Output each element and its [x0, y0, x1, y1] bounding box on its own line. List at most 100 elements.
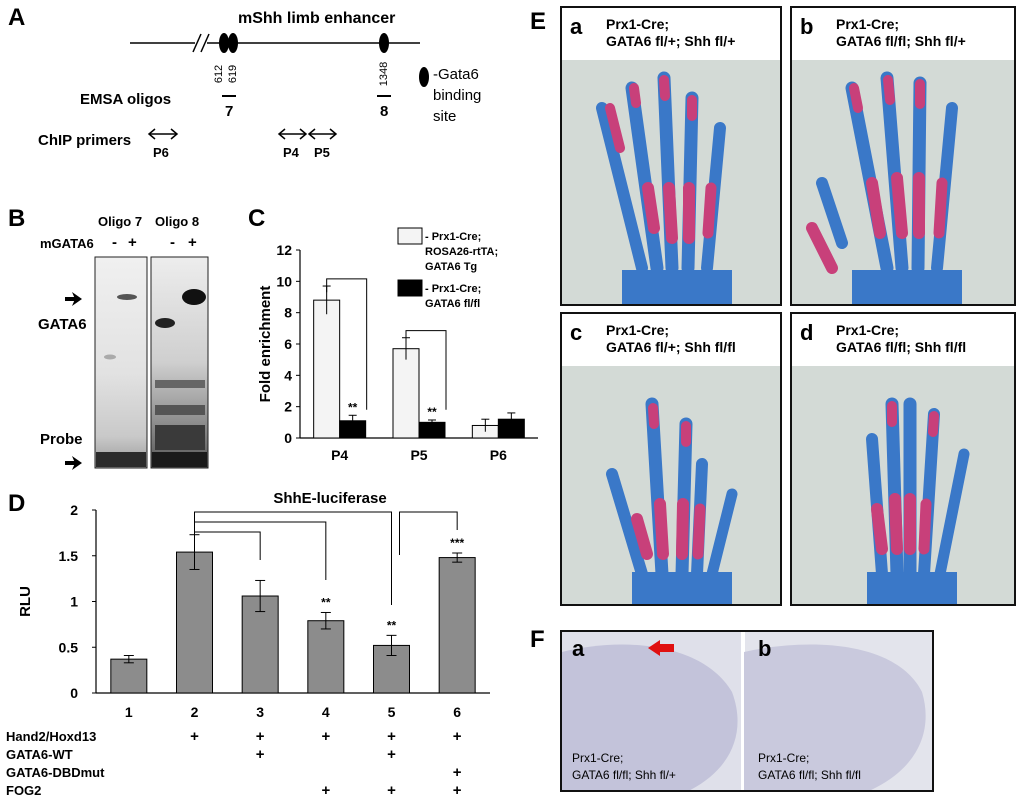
sign-4: + — [188, 234, 197, 251]
condition-mark: + — [321, 782, 330, 799]
y-tick-label: 6 — [284, 336, 292, 352]
photo-e-d: d Prx1-Cre; GATA6 fl/fl; Shh fl/fl — [790, 312, 1016, 606]
enhancer-title: mShh limb enhancer — [238, 10, 396, 27]
condition-mark: + — [387, 746, 396, 763]
category-label: P5 — [410, 447, 427, 463]
bar — [110, 658, 148, 694]
sign-2: + — [128, 234, 137, 251]
condition-mark: + — [256, 746, 265, 763]
mgata6-label: mGATA6 — [40, 236, 94, 251]
significance-mark: ** — [348, 400, 358, 414]
limb-skeleton-image — [562, 60, 780, 304]
comparison-bracket — [399, 511, 458, 555]
gel-image — [65, 256, 209, 470]
caption-f-a: Prx1-Cre; GATA6 fl/fl; Shh fl/+ — [572, 751, 676, 782]
caption-f-b: Prx1-Cre; GATA6 fl/fl; Shh fl/fl — [758, 751, 861, 782]
panel-d-letter: D — [8, 490, 26, 517]
chart-title: ShhE-luciferase — [273, 490, 386, 507]
bar — [392, 348, 420, 439]
limb-skeleton-image — [792, 60, 1014, 304]
comparison-bracket — [194, 511, 392, 605]
gata6-site-619 — [228, 33, 238, 53]
legend-site-icon — [419, 67, 429, 87]
comparison-bracket — [194, 531, 261, 560]
photo-e-c: c Prx1-Cre; GATA6 fl/+; Shh fl/fl — [560, 312, 782, 606]
red-arrow — [648, 640, 674, 656]
y-tick-label: 8 — [284, 305, 292, 321]
primer-p6: P6 — [153, 145, 169, 160]
y-tick-label: 4 — [284, 367, 292, 383]
significance-mark: ** — [427, 405, 437, 419]
category-label: 5 — [388, 704, 396, 720]
condition-mark: + — [321, 728, 330, 745]
emsa-oligos-label: EMSA oligos — [80, 91, 172, 108]
category-label: 6 — [453, 704, 461, 720]
legend-label: ROSA26-rtTA; — [425, 246, 498, 258]
condition-label: GATA6-DBDmut — [6, 765, 105, 780]
gata6-site-1348 — [379, 33, 389, 53]
photo-letter: a — [572, 636, 585, 661]
y-axis-label: Fold enrichment — [257, 286, 274, 403]
bar — [176, 551, 213, 694]
panel-f-letter: F — [530, 626, 545, 653]
bar — [438, 557, 476, 694]
legend-label: GATA6 fl/fl — [425, 298, 480, 310]
category-label: 2 — [191, 704, 199, 720]
chip-primers-label: ChIP primers — [38, 132, 132, 149]
sign-3: - — [170, 234, 175, 251]
significance-bracket — [326, 278, 368, 410]
panel-a-letter: A — [8, 4, 26, 31]
legend-label: GATA6 Tg — [425, 261, 477, 273]
oligo-8-number: 8 — [380, 103, 389, 120]
condition-label: GATA6-WT — [6, 747, 73, 762]
photo-letter: a — [570, 14, 583, 39]
gata6-band-label: GATA6 — [38, 316, 87, 333]
y-tick-label: 10 — [276, 273, 292, 289]
y-tick-label: 0 — [284, 430, 292, 446]
primer-p5: P5 — [314, 145, 330, 160]
legend-label: - Prx1-Cre; — [425, 231, 481, 243]
significance-mark: ** — [387, 618, 397, 632]
photo-f: a b Prx1-Cre; GATA6 fl/fl; Shh fl/+ Prx1… — [560, 630, 934, 792]
panel-e-letter: E — [530, 8, 547, 35]
probe-arrow — [72, 456, 82, 470]
condition-mark: + — [453, 782, 462, 799]
condition-mark: + — [453, 728, 462, 745]
y-tick-label: 0.5 — [59, 639, 79, 655]
legend-swatch — [397, 279, 423, 297]
condition-mark: + — [190, 728, 199, 745]
y-tick-label: 2 — [70, 502, 78, 518]
oligo-7-header: Oligo 7 — [98, 214, 143, 229]
gata6-arrow — [72, 292, 82, 306]
y-tick-label: 12 — [276, 242, 292, 258]
limb-skeleton-image — [562, 366, 780, 604]
oligo-7-number: 7 — [225, 103, 234, 120]
category-label: 1 — [125, 704, 133, 720]
primer-p4: P4 — [283, 145, 299, 160]
category-label: 4 — [322, 704, 330, 720]
panel-b-letter: B — [8, 205, 26, 232]
y-tick-label: 0 — [70, 685, 78, 701]
y-tick-label: 1 — [70, 594, 78, 610]
in-situ-image — [562, 632, 932, 790]
y-tick-label: 2 — [284, 399, 292, 415]
y-tick-label: 1.5 — [59, 548, 79, 564]
photo-e-a: a Prx1-Cre; GATA6 fl/+; Shh fl/+ — [560, 6, 782, 306]
condition-mark: + — [387, 728, 396, 745]
category-label: P4 — [331, 447, 348, 463]
condition-label: Hand2/Hoxd13 — [6, 729, 96, 744]
panel-a-diagram — [130, 33, 429, 140]
condition-mark: + — [387, 782, 396, 799]
legend-label: - Prx1-Cre; — [425, 283, 481, 295]
limb-skeleton-image — [792, 366, 1014, 604]
panel-c-letter: C — [248, 205, 266, 232]
category-label: 3 — [256, 704, 264, 720]
significance-mark: ** — [321, 595, 331, 609]
oligo-8-header: Oligo 8 — [155, 214, 200, 229]
category-label: P6 — [490, 447, 507, 463]
sign-1: - — [112, 234, 117, 251]
legend-swatch — [397, 227, 423, 245]
photo-letter: b — [800, 14, 814, 39]
